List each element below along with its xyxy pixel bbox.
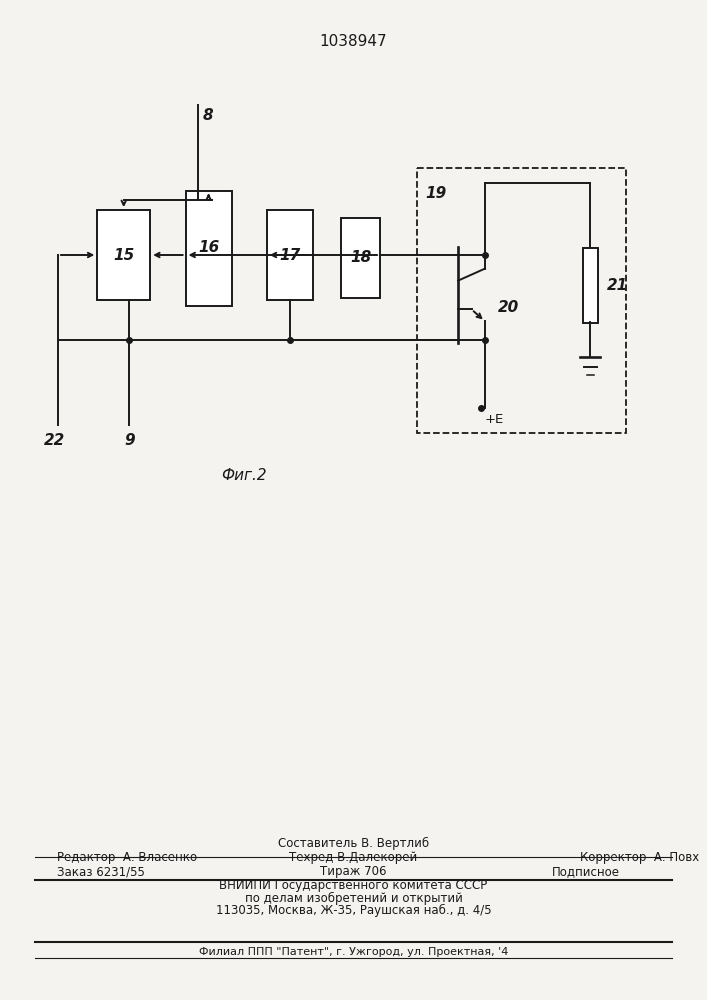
Text: Корректор  А. Повх: Корректор А. Повх bbox=[580, 852, 699, 864]
Text: Заказ 6231/55: Заказ 6231/55 bbox=[57, 865, 144, 879]
Text: 20: 20 bbox=[498, 300, 519, 314]
Bar bbox=[583, 247, 598, 322]
Text: +E: +E bbox=[484, 413, 503, 426]
Text: 21: 21 bbox=[607, 277, 628, 292]
Text: 8: 8 bbox=[203, 108, 214, 123]
Text: 15: 15 bbox=[113, 247, 134, 262]
Text: Тираж 706: Тираж 706 bbox=[320, 865, 387, 879]
Text: 9: 9 bbox=[124, 433, 135, 448]
Text: 1038947: 1038947 bbox=[320, 34, 387, 49]
Text: 18: 18 bbox=[350, 250, 371, 265]
Text: 19: 19 bbox=[426, 186, 447, 201]
Bar bbox=[97, 210, 150, 300]
Text: Редактор  А. Власенко: Редактор А. Власенко bbox=[57, 852, 197, 864]
Bar bbox=[341, 218, 380, 298]
Text: Подписное: Подписное bbox=[551, 865, 619, 879]
Bar bbox=[185, 190, 231, 306]
Text: 113035, Москва, Ж-35, Раушская наб., д. 4/5: 113035, Москва, Ж-35, Раушская наб., д. … bbox=[216, 903, 491, 917]
Text: Филиал ППП "Патент", г. Ужгород, ул. Проектная, '4: Филиал ППП "Патент", г. Ужгород, ул. Про… bbox=[199, 947, 508, 957]
Bar bbox=[417, 168, 626, 433]
Text: Техред В.Далекорей: Техред В.Далекорей bbox=[289, 852, 418, 864]
Text: Фиг.2: Фиг.2 bbox=[221, 468, 267, 483]
Text: 17: 17 bbox=[279, 247, 300, 262]
Text: 16: 16 bbox=[198, 240, 219, 255]
Text: ВНИИПИ Государственного комитета СССР: ВНИИПИ Государственного комитета СССР bbox=[219, 880, 488, 892]
Text: 22: 22 bbox=[44, 433, 65, 448]
Text: по делам изобретений и открытий: по делам изобретений и открытий bbox=[245, 891, 462, 905]
Bar bbox=[267, 210, 312, 300]
Text: Составитель В. Вертлиб: Составитель В. Вертлиб bbox=[278, 836, 429, 850]
